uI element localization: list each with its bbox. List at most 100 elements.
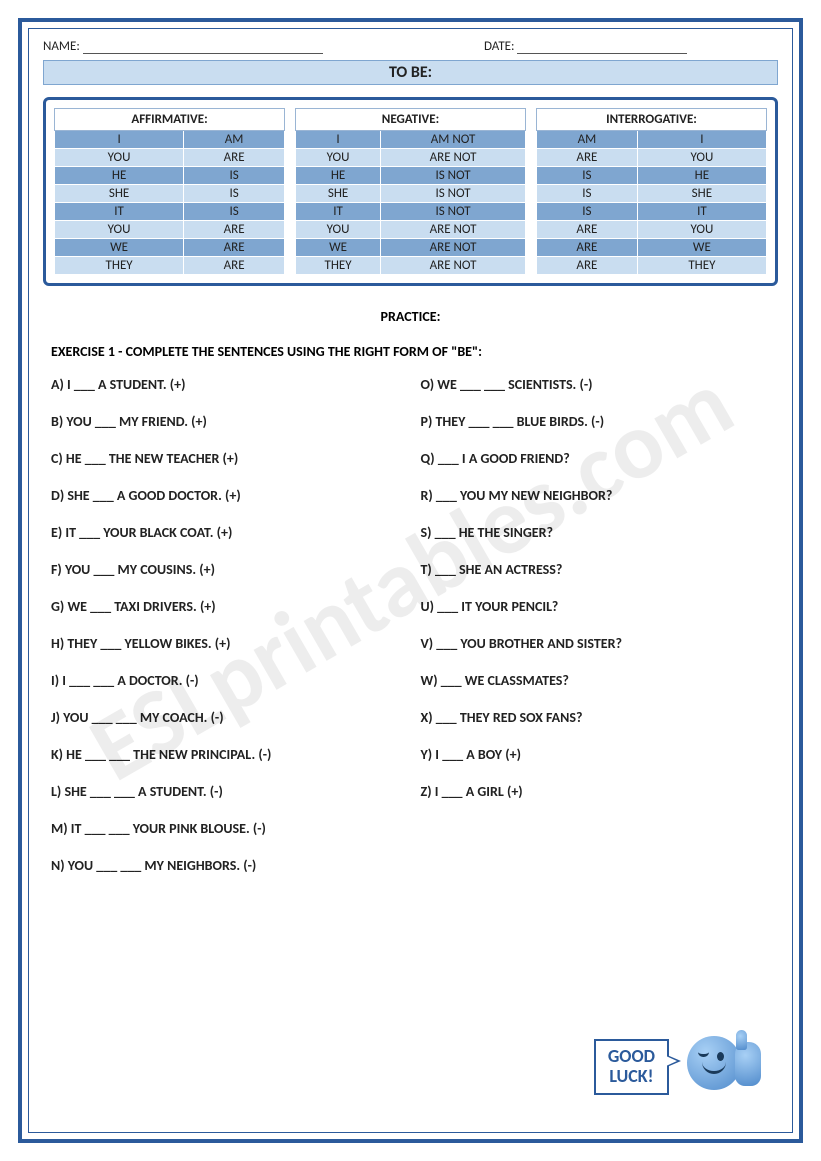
name-label: NAME:: [43, 39, 80, 54]
table-cell: IS: [537, 167, 638, 185]
table-row: ARETHEY: [537, 257, 767, 275]
exercise-item: M) IT ___ ___ YOUR PINK BLOUSE. (-): [51, 820, 401, 837]
table-row: IAM: [55, 131, 285, 149]
conjugation-tables: AFFIRMATIVE: IAMYOUAREHEISSHEISITISYOUAR…: [43, 97, 778, 286]
good-luck-group: GOODLUCK!: [594, 1032, 757, 1102]
table-cell: AM: [537, 131, 638, 149]
table-cell: ARE: [184, 239, 285, 257]
table-cell: HE: [296, 167, 381, 185]
exercise-item: S) ___ HE THE SINGER?: [421, 524, 771, 541]
exercise-item: F) YOU ___ MY COUSINS. (+): [51, 561, 401, 578]
table-cell: ARE NOT: [381, 239, 526, 257]
table-cell: ARE: [537, 149, 638, 167]
table-cell: ARE: [537, 257, 638, 275]
exercise-item: A) I ___ A STUDENT. (+): [51, 376, 401, 393]
table-cell: SHE: [55, 185, 184, 203]
exercise-columns: A) I ___ A STUDENT. (+) B) YOU ___ MY FRI…: [43, 376, 778, 894]
table-cell: IS: [537, 185, 638, 203]
table-cell: I: [296, 131, 381, 149]
good-luck-bubble: GOODLUCK!: [594, 1039, 669, 1095]
table-cell: THEY: [296, 257, 381, 275]
table-row: AREYOU: [537, 149, 767, 167]
table-row: IAM NOT: [296, 131, 526, 149]
table-cell: ARE NOT: [381, 257, 526, 275]
table-row: THEYARE: [55, 257, 285, 275]
table-cell: IS NOT: [381, 167, 526, 185]
exercise-item: R) ___ YOU MY NEW NEIGHBOR?: [421, 487, 771, 504]
thumbs-up-icon: [687, 1032, 757, 1102]
page-title: TO BE:: [43, 60, 778, 85]
table-row: ISSHE: [537, 185, 767, 203]
interrogative-table: INTERROGATIVE: AMIAREYOUISHEISSHEISITARE…: [536, 108, 767, 275]
table-cell: YOU: [637, 149, 766, 167]
affirmative-header: AFFIRMATIVE:: [55, 109, 285, 131]
table-row: THEYARE NOT: [296, 257, 526, 275]
table-cell: AM: [184, 131, 285, 149]
exercise-right-column: O) WE ___ ___ SCIENTISTS. (-)P) THEY ___…: [421, 376, 771, 894]
negative-body: IAM NOTYOUARE NOTHEIS NOTSHEIS NOTITIS N…: [296, 131, 526, 275]
table-cell: YOU: [55, 221, 184, 239]
good-luck-text: GOODLUCK!: [608, 1045, 655, 1087]
table-cell: IS NOT: [381, 203, 526, 221]
table-row: ISIT: [537, 203, 767, 221]
exercise-item: N) YOU ___ ___ MY NEIGHBORS. (-): [51, 857, 401, 874]
table-cell: ARE: [537, 239, 638, 257]
table-row: ISHE: [537, 167, 767, 185]
exercise-heading: EXERCISE 1 - COMPLETE THE SENTENCES USIN…: [43, 343, 778, 360]
exercise-item: T) ___ SHE AN ACTRESS?: [421, 561, 771, 578]
exercise-item: C) HE ___ THE NEW TEACHER (+): [51, 450, 401, 467]
table-row: YOUARE NOT: [296, 149, 526, 167]
table-cell: I: [55, 131, 184, 149]
exercise-item: G) WE ___ TAXI DRIVERS. (+): [51, 598, 401, 615]
table-row: YOUARE NOT: [296, 221, 526, 239]
table-cell: AM NOT: [381, 131, 526, 149]
exercise-item: Y) I ___ A BOY (+): [421, 746, 771, 763]
header-row: NAME: DATE:: [43, 39, 778, 54]
exercise-item: Q) ___ I A GOOD FRIEND?: [421, 450, 771, 467]
table-row: AREYOU: [537, 221, 767, 239]
table-row: ITIS: [55, 203, 285, 221]
table-cell: YOU: [55, 149, 184, 167]
table-row: ITIS NOT: [296, 203, 526, 221]
exercise-item: J) YOU ___ ___ MY COACH. (-): [51, 709, 401, 726]
interrogative-body: AMIAREYOUISHEISSHEISITAREYOUAREWEARETHEY: [537, 131, 767, 275]
table-cell: WE: [637, 239, 766, 257]
table-cell: IS: [184, 167, 285, 185]
exercise-item: W) ___ WE CLASSMATES?: [421, 672, 771, 689]
table-row: HEIS: [55, 167, 285, 185]
practice-heading: PRACTICE:: [43, 308, 778, 325]
table-row: YOUARE: [55, 149, 285, 167]
table-row: SHEIS: [55, 185, 285, 203]
exercise-item: V) ___ YOU BROTHER AND SISTER?: [421, 635, 771, 652]
table-cell: HE: [55, 167, 184, 185]
exercise-item: B) YOU ___ MY FRIEND. (+): [51, 413, 401, 430]
table-cell: ARE: [537, 221, 638, 239]
exercise-item: D) SHE ___ A GOOD DOCTOR. (+): [51, 487, 401, 504]
table-row: WEARE NOT: [296, 239, 526, 257]
exercise-item: K) HE ___ ___ THE NEW PRINCIPAL. (-): [51, 746, 401, 763]
date-underline: [517, 42, 687, 54]
table-cell: ARE: [184, 221, 285, 239]
table-cell: IT: [637, 203, 766, 221]
table-cell: ARE NOT: [381, 149, 526, 167]
table-cell: IT: [296, 203, 381, 221]
exercise-item: X) ___ THEY RED SOX FANS?: [421, 709, 771, 726]
table-cell: ARE: [184, 149, 285, 167]
table-row: AMI: [537, 131, 767, 149]
table-cell: SHE: [637, 185, 766, 203]
exercise-item: E) IT ___ YOUR BLACK COAT. (+): [51, 524, 401, 541]
table-cell: IS: [184, 185, 285, 203]
table-cell: I: [637, 131, 766, 149]
table-cell: SHE: [296, 185, 381, 203]
table-cell: ARE NOT: [381, 221, 526, 239]
table-cell: ARE: [184, 257, 285, 275]
table-row: YOUARE: [55, 221, 285, 239]
table-cell: WE: [55, 239, 184, 257]
table-cell: IT: [55, 203, 184, 221]
inner-frame: NAME: DATE: TO BE: AFFIRMATIVE: IAMYOUAR…: [28, 28, 793, 1133]
name-underline: [83, 42, 323, 54]
exercise-item: O) WE ___ ___ SCIENTISTS. (-): [421, 376, 771, 393]
table-row: SHEIS NOT: [296, 185, 526, 203]
negative-header: NEGATIVE:: [296, 109, 526, 131]
affirmative-body: IAMYOUAREHEISSHEISITISYOUAREWEARETHEYARE: [55, 131, 285, 275]
